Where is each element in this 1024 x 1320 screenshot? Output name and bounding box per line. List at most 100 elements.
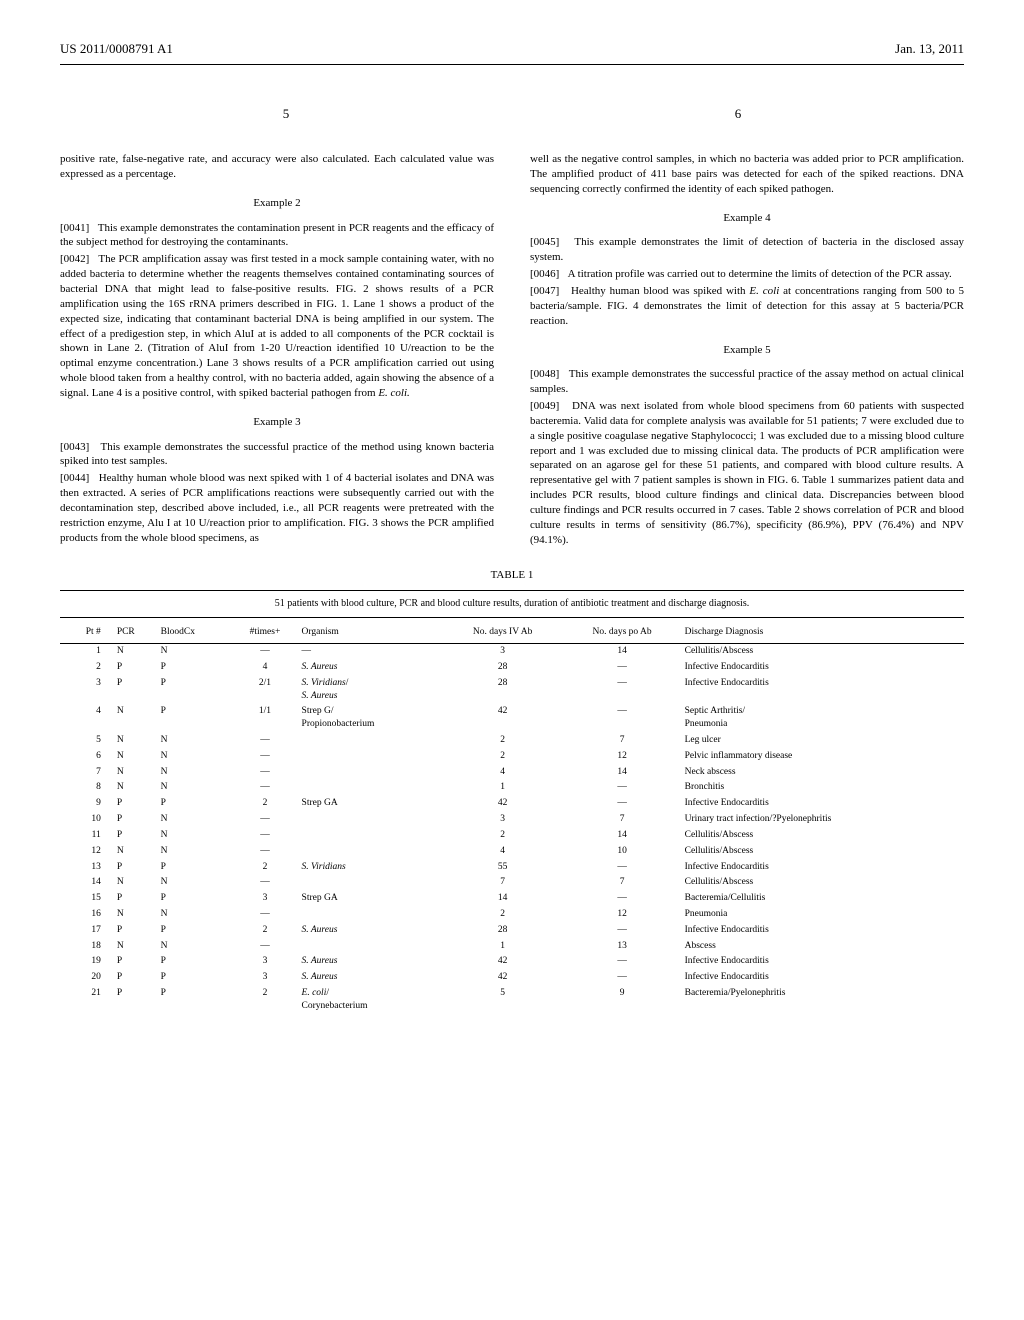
left-cont-para: positive rate, false-negative rate, and … [60,152,494,182]
table-cell: 14 [566,643,685,659]
table-cell: P [161,796,235,812]
table-cell: 2 [446,827,566,843]
table-cell: P [117,986,161,1015]
table-row: 19PP3S. Aureus42—Infective Endocarditis [60,954,964,970]
para-0042: [0042] The PCR amplification assay was f… [60,252,494,400]
table-cell: S. Viridians [302,859,446,875]
table-cell [302,748,446,764]
table-cell: 20 [60,970,117,986]
table-cell: 2/1 [234,675,301,704]
table-row: 4NP1/1Strep G/Propionobacterium42—Septic… [60,704,964,733]
table-cell: 2 [234,986,301,1015]
para-0043-num: [0043] [60,441,89,453]
table-cell: Infective Endocarditis [685,954,964,970]
para-0041-num: [0041] [60,222,89,234]
table-row: 5NN—27Leg ulcer [60,733,964,749]
table-cell: S. Aureus [302,922,446,938]
para-0042-text: The PCR amplification assay was first te… [60,253,494,399]
para-0047: [0047] Healthy human blood was spiked wi… [530,284,964,329]
table-cell: Pelvic inflammatory disease [685,748,964,764]
table-cell: — [566,780,685,796]
table-cell: P [161,954,235,970]
para-0047-text-a: Healthy human blood was spiked with [571,285,749,297]
table-cell: — [234,643,301,659]
para-0042-italic: E. coli. [378,387,409,399]
table-cell: Cellulitis/Abscess [685,843,964,859]
table-1-header-row: Pt #PCRBloodCx#times+OrganismNo. days IV… [60,622,964,643]
table-cell: P [117,659,161,675]
table-cell: P [117,675,161,704]
table-cell: — [566,891,685,907]
table-row: 21PP2E. coli/Corynebacterium59Bacteremia… [60,986,964,1015]
table-cell: 9 [60,796,117,812]
table-cell: 18 [60,938,117,954]
table-1-col-2: BloodCx [161,622,235,643]
table-row: 1NN——314Cellulitis/Abscess [60,643,964,659]
para-0044: [0044] Healthy human whole blood was nex… [60,471,494,545]
table-cell: N [161,780,235,796]
table-cell: 14 [446,891,566,907]
table-cell [302,938,446,954]
table-cell [302,764,446,780]
para-0045: [0045] This example demonstrates the lim… [530,235,964,265]
table-cell: Infective Endocarditis [685,675,964,704]
para-0046-num: [0046] [530,268,559,280]
table-cell: 13 [60,859,117,875]
table-cell: 2 [234,922,301,938]
body-columns: positive rate, false-negative rate, and … [60,152,964,549]
table-cell: 12 [566,906,685,922]
table-cell: — [566,675,685,704]
table-cell: Cellulitis/Abscess [685,875,964,891]
table-cell: Cellulitis/Abscess [685,643,964,659]
table-cell: 5 [60,733,117,749]
table-cell: 28 [446,922,566,938]
table-cell: 3 [234,970,301,986]
right-cont-para: well as the negative control samples, in… [530,152,964,197]
para-0047-num: [0047] [530,285,559,297]
table-row: 2PP4S. Aureus28—Infective Endocarditis [60,659,964,675]
table-cell: Strep G/Propionobacterium [302,704,446,733]
table-cell: S. Aureus [302,659,446,675]
table-cell: P [161,891,235,907]
table-cell: P [117,812,161,828]
table-cell: 2 [234,859,301,875]
para-0049-text: DNA was next isolated from whole blood s… [530,400,964,546]
table-cell [302,733,446,749]
example-5-heading: Example 5 [530,343,964,358]
table-cell: P [161,970,235,986]
table-row: 20PP3S. Aureus42—Infective Endocarditis [60,970,964,986]
para-0041: [0041] This example demonstrates the con… [60,221,494,251]
table-cell: Strep GA [302,796,446,812]
para-0049-num: [0049] [530,400,559,412]
table-cell: — [234,748,301,764]
para-0043: [0043] This example demonstrates the suc… [60,440,494,470]
table-cell: 4 [446,764,566,780]
table-cell: 42 [446,970,566,986]
table-row: 8NN—1—Bronchitis [60,780,964,796]
table-cell: 2 [60,659,117,675]
table-cell: N [117,875,161,891]
table-cell: — [566,704,685,733]
table-1-col-4: Organism [302,622,446,643]
table-cell: Neck abscess [685,764,964,780]
table-cell: N [161,938,235,954]
table-cell [302,827,446,843]
para-0046: [0046] A titration profile was carried o… [530,267,964,282]
para-0048: [0048] This example demonstrates the suc… [530,367,964,397]
para-0048-num: [0048] [530,368,559,380]
table-cell: 42 [446,796,566,812]
table-cell: 14 [566,827,685,843]
table-cell: N [161,875,235,891]
table-cell: N [117,938,161,954]
table-cell: Leg ulcer [685,733,964,749]
right-column: well as the negative control samples, in… [530,152,964,549]
table-cell: 7 [566,812,685,828]
table-cell: N [117,748,161,764]
table-cell: N [161,906,235,922]
table-cell: — [234,780,301,796]
table-1-col-5: No. days IV Ab [446,622,566,643]
table-cell: — [566,659,685,675]
table-cell: 2 [446,733,566,749]
table-cell: N [161,812,235,828]
example-2-heading: Example 2 [60,196,494,211]
